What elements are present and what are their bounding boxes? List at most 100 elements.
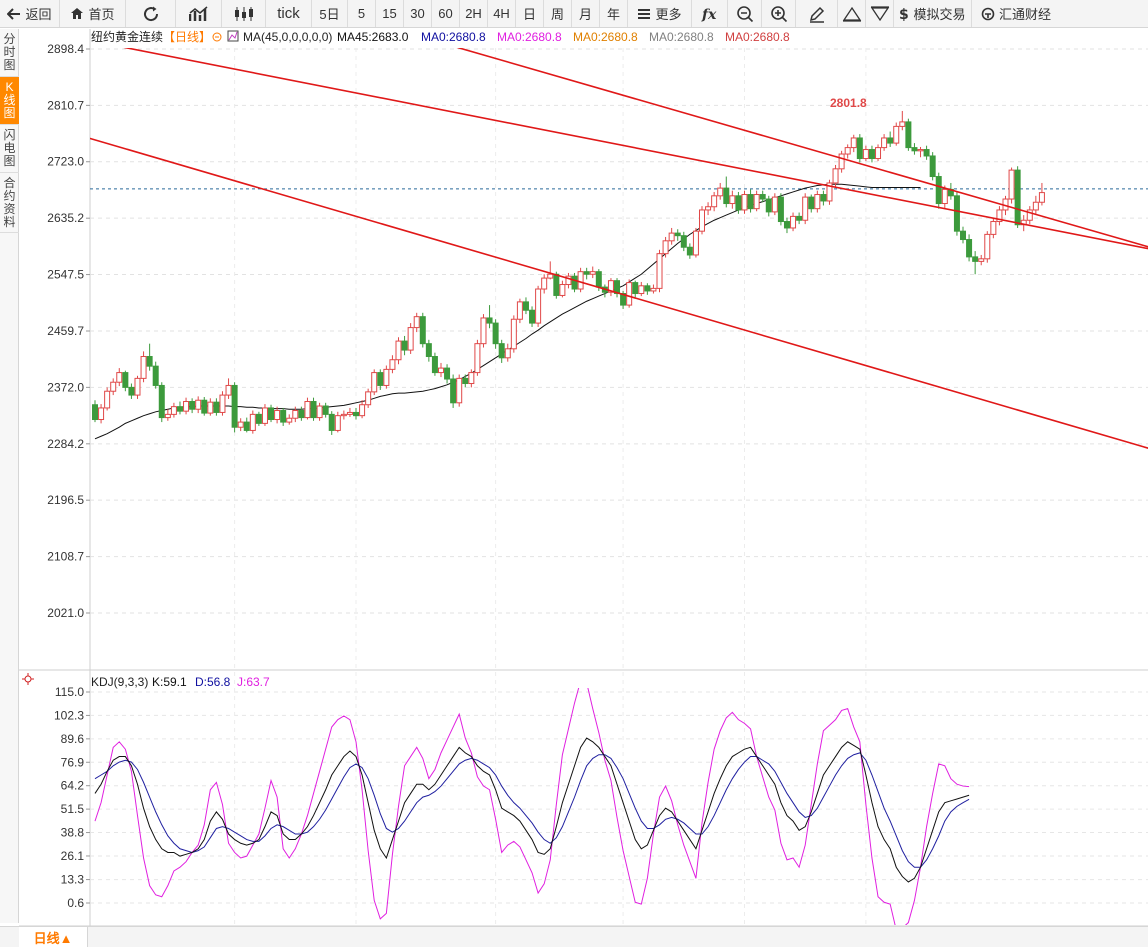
candle	[128, 383, 135, 399]
candle-body	[777, 196, 784, 223]
draw-button[interactable]	[796, 0, 838, 27]
candle-body	[219, 394, 226, 413]
zoom-out-icon	[736, 5, 753, 22]
price-tick-label: 2021.0	[47, 606, 84, 620]
candle-body	[371, 372, 378, 393]
period-60m[interactable]: 60	[432, 0, 460, 27]
candle	[383, 365, 390, 389]
candle-body	[978, 258, 985, 262]
zoom-in-icon	[770, 5, 787, 22]
candle	[310, 397, 317, 421]
candle-body	[802, 196, 809, 221]
candle-body	[146, 356, 153, 367]
chart-area[interactable]: 2898.4 2810.7 2723.0 2635.2 2547.5 2459.7 2372…	[0, 29, 1148, 926]
candle	[832, 164, 839, 187]
candle	[201, 397, 208, 416]
kdj-tick-label: 26.1	[61, 849, 85, 863]
indicator-chart-button[interactable]	[176, 0, 222, 27]
candle-body	[783, 221, 790, 229]
minus-circle-icon[interactable]	[212, 32, 222, 42]
candle-body	[826, 182, 833, 202]
kdj-tick-label: 102.3	[54, 708, 84, 722]
sidebar-item-lightning[interactable]: 闪电图	[0, 125, 19, 173]
line-chart-icon	[188, 5, 207, 21]
candle	[280, 407, 287, 426]
ma-value: MA0:2680.8	[421, 30, 486, 44]
candle-body	[189, 401, 196, 410]
home-button[interactable]: 首页	[60, 0, 126, 27]
brand-button[interactable]: 汇通财经	[972, 0, 1060, 27]
candle	[450, 374, 457, 408]
candle-body	[164, 413, 171, 419]
down-shape-button[interactable]	[866, 0, 894, 27]
ma-value: MA0:2680.8	[725, 30, 790, 44]
back-button[interactable]: 返回	[0, 0, 60, 27]
period-30m[interactable]: 30	[404, 0, 432, 27]
candle	[413, 312, 420, 333]
sim-trade-button[interactable]: $ 模拟交易	[894, 0, 972, 27]
candle	[565, 272, 572, 289]
candlestick-button[interactable]	[222, 0, 266, 27]
zoom-in-button[interactable]	[762, 0, 796, 27]
candle-body	[134, 377, 141, 396]
candle-body	[322, 405, 329, 415]
sidebar-item-timeshare[interactable]: 分时图	[0, 29, 19, 77]
candle-body	[286, 417, 293, 423]
candle-body	[656, 253, 663, 289]
formula-button[interactable]: fx	[692, 0, 728, 27]
candle-body	[359, 404, 366, 417]
candle-body	[741, 194, 748, 211]
candle-body	[158, 384, 165, 419]
candle-body	[626, 282, 633, 306]
candle	[389, 355, 396, 374]
period-tab[interactable]: 日线▲	[19, 927, 88, 947]
candle-body	[1032, 201, 1039, 211]
candle-body	[856, 137, 863, 160]
kdj-settings-icon[interactable]	[24, 675, 32, 683]
tick-button[interactable]: tick	[266, 0, 312, 27]
candle-body	[529, 309, 536, 324]
period-label: 15	[382, 6, 397, 21]
period-5m[interactable]: 5	[348, 0, 376, 27]
candle-body	[911, 147, 918, 152]
candle-body	[231, 384, 238, 428]
candle	[607, 278, 614, 297]
refresh-button[interactable]	[126, 0, 176, 27]
more-button[interactable]: 更多	[628, 0, 692, 27]
candle-body	[310, 401, 317, 419]
candle	[729, 190, 736, 209]
candle	[170, 402, 177, 418]
period-15m[interactable]: 15	[376, 0, 404, 27]
candle-body	[972, 256, 979, 262]
candle-body	[176, 406, 183, 412]
candle-body	[814, 194, 821, 210]
candle-body	[450, 378, 457, 404]
period-2h[interactable]: 2H	[460, 0, 488, 27]
period-year[interactable]: 年	[600, 0, 628, 27]
candle	[856, 134, 863, 163]
indicator-settings-icon[interactable]	[227, 30, 239, 42]
period-month[interactable]: 月	[572, 0, 600, 27]
period-5d[interactable]: 5日	[312, 0, 348, 27]
candle-body	[1026, 209, 1033, 221]
candle	[529, 306, 536, 327]
up-shape-button[interactable]	[838, 0, 866, 27]
sidebar-item-contract-info[interactable]: 合约资料	[0, 173, 19, 233]
candle-body	[98, 407, 105, 421]
candle	[322, 402, 329, 418]
dollar-icon: $	[899, 7, 909, 22]
candle-body	[195, 399, 202, 410]
kdj-tick-label: 89.6	[61, 732, 85, 746]
candle	[705, 202, 712, 216]
period-week[interactable]: 周	[544, 0, 572, 27]
candle-body	[140, 356, 147, 379]
candle	[237, 418, 244, 432]
period-day[interactable]: 日	[516, 0, 544, 27]
candle-body	[456, 377, 463, 404]
zoom-out-button[interactable]	[728, 0, 762, 27]
sidebar-item-kline[interactable]: K线图	[0, 77, 19, 125]
kdj-label: KDJ(9,3,3)	[91, 675, 148, 689]
candle	[140, 351, 147, 383]
period-4h[interactable]: 4H	[488, 0, 516, 27]
candle	[164, 409, 171, 421]
